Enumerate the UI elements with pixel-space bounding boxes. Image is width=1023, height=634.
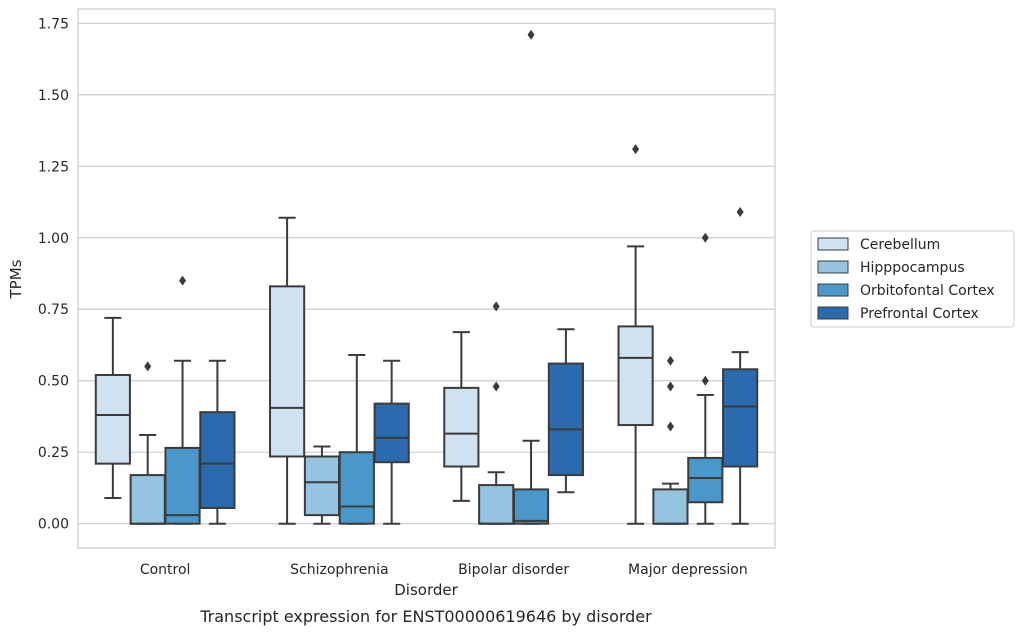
outlier-point (492, 301, 500, 312)
x-tick-label: Control (140, 562, 191, 578)
outlier-point (666, 381, 674, 392)
box-prefrontal-cortex (199, 359, 236, 525)
x-tick-label: Bipolar disorder (458, 562, 569, 578)
x-axis-ticks: Control Schizophrenia Bipolar disorder Majo… (140, 562, 748, 578)
y-tick-label: 0.25 (38, 445, 69, 461)
legend-entry: Orbitofontal Cortex (860, 283, 995, 299)
box-prefrontal-cortex (373, 359, 410, 525)
box-iqr (164, 446, 201, 525)
y-tick-label: 1.25 (38, 159, 69, 175)
box-iqr (303, 455, 341, 517)
box-iqr (617, 325, 654, 427)
box-cerebellum (94, 316, 131, 499)
box-cerebellum (443, 331, 480, 502)
box-hipppocampus (129, 361, 166, 525)
y-axis-ticks: 0.00 0.25 0.50 0.75 1.00 1.25 1.50 1.75 (38, 16, 69, 532)
box-marks (94, 29, 759, 525)
box-hipppocampus (303, 445, 341, 525)
box-cerebellum (269, 216, 306, 525)
legend-swatch (817, 283, 849, 297)
outlier-point (527, 29, 535, 40)
legend: Cerebellum Hipppocampus Orbitofontal Corte… (810, 230, 1015, 328)
plot-area-frame (77, 8, 776, 549)
box-prefrontal-cortex (547, 328, 584, 494)
legend-swatch (817, 237, 849, 251)
box-hipppocampus (652, 355, 689, 525)
y-tick-label: 1.00 (38, 231, 69, 247)
legend-entry: Hipppocampus (860, 260, 965, 276)
box-iqr (129, 474, 166, 525)
outlier-point (701, 375, 709, 386)
legend-entry: Prefrontal Cortex (860, 306, 979, 322)
box-iqr (373, 402, 410, 464)
box-iqr (512, 488, 550, 525)
x-tick-label: Schizophrenia (290, 562, 388, 578)
outlier-point (632, 144, 640, 155)
box-iqr (443, 386, 480, 468)
y-axis-label: TPMs (7, 259, 25, 299)
legend-swatch (817, 306, 849, 320)
box-orbitofontal-cortex (512, 29, 550, 525)
box-iqr (478, 484, 515, 525)
box-cerebellum (617, 144, 654, 525)
y-tick-label: 0.75 (38, 302, 69, 318)
box-iqr (547, 362, 584, 477)
y-tick-label: 1.75 (38, 16, 69, 32)
box-orbitofontal-cortex (687, 232, 724, 525)
box-orbitofontal-cortex (338, 353, 375, 525)
box-iqr (687, 456, 724, 504)
y-tick-label: 0.00 (38, 517, 69, 533)
x-tick-label: Major depression (628, 562, 748, 578)
y-tick-label: 1.50 (38, 88, 69, 104)
x-axis-label: Disorder (394, 581, 458, 599)
outlier-point (666, 355, 674, 366)
box-orbitofontal-cortex (164, 275, 201, 525)
outlier-point (144, 361, 152, 372)
y-tick-label: 0.50 (38, 374, 69, 390)
box-iqr (199, 411, 236, 509)
outlier-point (492, 381, 500, 392)
box-iqr (338, 451, 375, 525)
box-prefrontal-cortex (722, 207, 759, 525)
outlier-point (666, 421, 674, 432)
outlier-point (701, 232, 709, 243)
box-iqr (652, 488, 689, 525)
box-iqr (94, 374, 131, 465)
chart-caption: Transcript expression for ENST0000061964… (199, 607, 652, 626)
outlier-point (736, 207, 744, 218)
box-iqr (269, 285, 306, 458)
outlier-point (179, 275, 187, 286)
legend-frame (810, 230, 1015, 328)
box-iqr (722, 368, 759, 468)
legend-entry: Cerebellum (860, 237, 940, 253)
legend-swatch (817, 260, 849, 274)
box-hipppocampus (478, 301, 515, 525)
